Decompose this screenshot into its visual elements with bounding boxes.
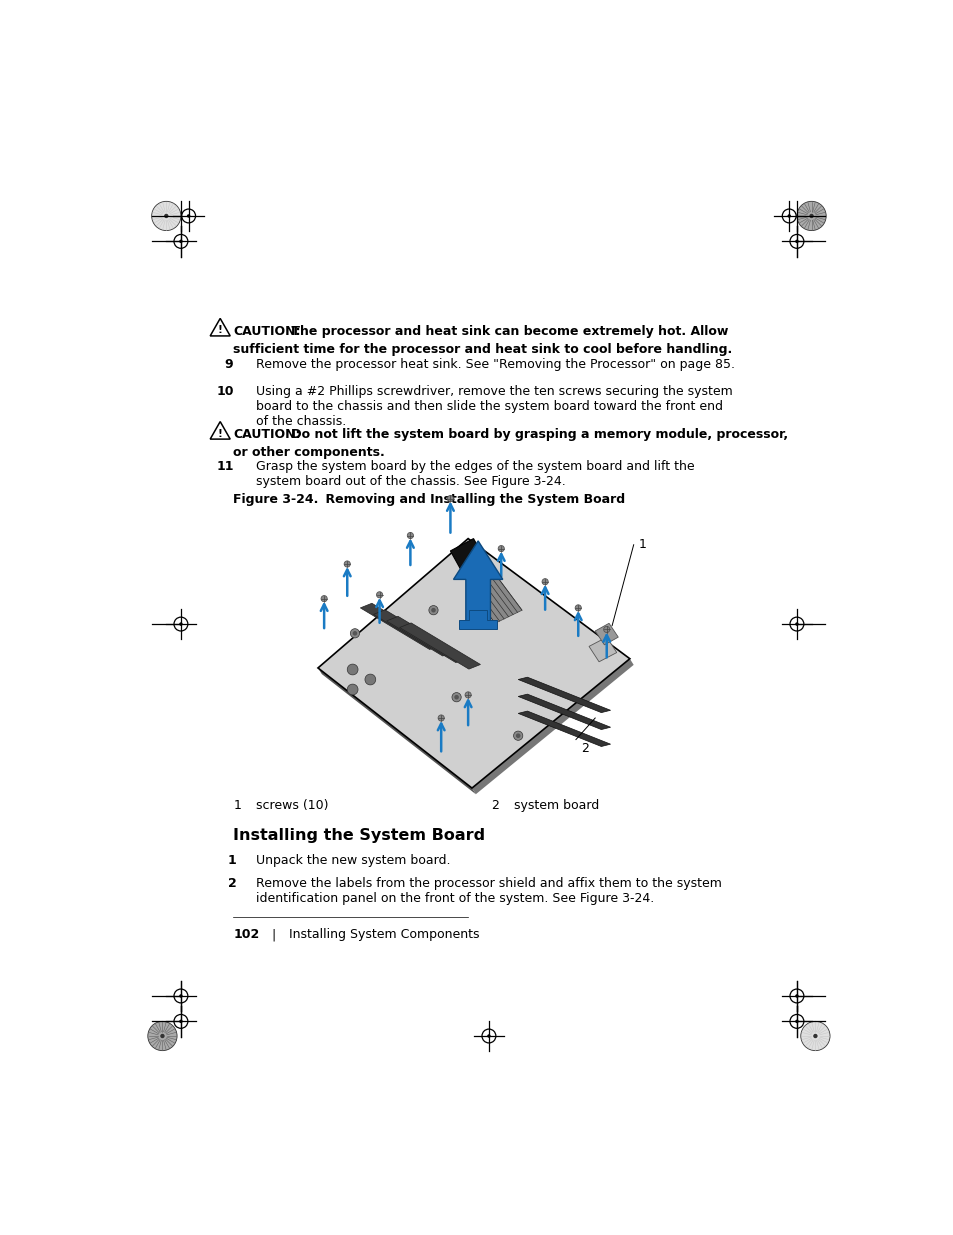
Text: Grasp the system board by the edges of the system board and lift the
system boar: Grasp the system board by the edges of t…: [256, 461, 695, 488]
Text: 1: 1: [233, 799, 241, 811]
Circle shape: [795, 994, 798, 998]
Text: Do not lift the system board by grasping a memory module, processor,: Do not lift the system board by grasping…: [287, 429, 787, 441]
Text: system board: system board: [514, 799, 598, 811]
Circle shape: [808, 214, 813, 219]
Circle shape: [179, 994, 182, 998]
Circle shape: [353, 631, 356, 636]
Text: 11: 11: [216, 461, 233, 473]
Circle shape: [164, 214, 169, 219]
Text: |: |: [272, 929, 275, 941]
Circle shape: [350, 629, 359, 638]
Circle shape: [431, 608, 436, 613]
Polygon shape: [472, 658, 633, 794]
Circle shape: [447, 495, 453, 501]
Text: 2: 2: [491, 799, 498, 811]
Circle shape: [321, 595, 327, 601]
Text: !: !: [217, 429, 222, 438]
Text: CAUTION:: CAUTION:: [233, 325, 300, 338]
Circle shape: [429, 605, 437, 615]
Text: Remove the processor heat sink. See "Removing the Processor" on page 85.: Remove the processor heat sink. See "Rem…: [256, 358, 735, 370]
Circle shape: [407, 532, 413, 538]
Circle shape: [365, 674, 375, 685]
Polygon shape: [399, 622, 480, 669]
Circle shape: [516, 734, 520, 739]
Circle shape: [452, 693, 460, 701]
Circle shape: [437, 715, 444, 721]
Polygon shape: [468, 574, 521, 624]
Text: 10: 10: [216, 384, 233, 398]
Polygon shape: [453, 541, 502, 627]
Circle shape: [152, 201, 181, 231]
Text: screws (10): screws (10): [256, 799, 329, 811]
Circle shape: [603, 626, 609, 632]
Text: Installing the System Board: Installing the System Board: [233, 829, 485, 844]
Text: Unpack the new system board.: Unpack the new system board.: [256, 855, 451, 867]
Circle shape: [575, 605, 580, 611]
Circle shape: [454, 695, 458, 699]
Text: CAUTION:: CAUTION:: [233, 429, 300, 441]
Text: Using a #2 Phillips screwdriver, remove the ten screws securing the system
board: Using a #2 Phillips screwdriver, remove …: [256, 384, 732, 427]
Circle shape: [347, 684, 357, 695]
Polygon shape: [373, 610, 454, 656]
Polygon shape: [360, 603, 440, 650]
Circle shape: [179, 622, 182, 626]
Polygon shape: [517, 694, 610, 730]
Polygon shape: [317, 538, 629, 788]
Polygon shape: [595, 624, 618, 645]
Text: 9: 9: [224, 358, 233, 370]
Polygon shape: [517, 677, 610, 713]
Circle shape: [796, 201, 825, 231]
Text: Remove the labels from the processor shield and affix them to the system
identif: Remove the labels from the processor shi…: [256, 877, 721, 905]
Circle shape: [347, 664, 357, 674]
Circle shape: [812, 1034, 817, 1039]
Circle shape: [795, 240, 798, 243]
Text: The processor and heat sink can become extremely hot. Allow: The processor and heat sink can become e…: [287, 325, 728, 338]
Circle shape: [179, 240, 182, 243]
Text: 1: 1: [228, 855, 236, 867]
Circle shape: [795, 622, 798, 626]
Circle shape: [786, 214, 790, 217]
Text: Removing and Installing the System Board: Removing and Installing the System Board: [308, 493, 624, 506]
Circle shape: [464, 692, 471, 698]
Polygon shape: [458, 610, 497, 630]
Text: Figure 3-24.: Figure 3-24.: [233, 493, 318, 506]
Text: 2: 2: [228, 877, 236, 890]
Circle shape: [148, 1021, 177, 1051]
Circle shape: [497, 546, 504, 552]
Polygon shape: [317, 668, 476, 794]
Circle shape: [187, 214, 191, 217]
Text: Installing System Components: Installing System Components: [289, 929, 478, 941]
Text: 102: 102: [233, 929, 259, 941]
Circle shape: [160, 1034, 165, 1039]
Circle shape: [795, 1020, 798, 1023]
Polygon shape: [386, 616, 467, 662]
Circle shape: [376, 592, 382, 598]
Text: or other components.: or other components.: [233, 446, 385, 459]
Circle shape: [344, 561, 350, 567]
Circle shape: [800, 1021, 829, 1051]
Text: 2: 2: [580, 742, 589, 756]
Text: 1: 1: [639, 538, 646, 551]
Polygon shape: [588, 637, 616, 662]
Circle shape: [179, 1020, 182, 1023]
Circle shape: [487, 1034, 490, 1037]
Text: sufficient time for the processor and heat sink to cool before handling.: sufficient time for the processor and he…: [233, 343, 732, 356]
Circle shape: [513, 731, 522, 740]
Circle shape: [541, 579, 548, 585]
Text: !: !: [217, 325, 222, 336]
Polygon shape: [517, 711, 610, 746]
Polygon shape: [450, 538, 488, 579]
